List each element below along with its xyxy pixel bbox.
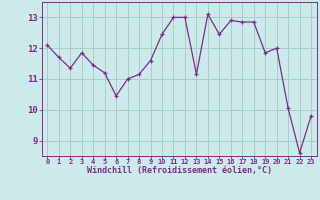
X-axis label: Windchill (Refroidissement éolien,°C): Windchill (Refroidissement éolien,°C): [87, 166, 272, 175]
